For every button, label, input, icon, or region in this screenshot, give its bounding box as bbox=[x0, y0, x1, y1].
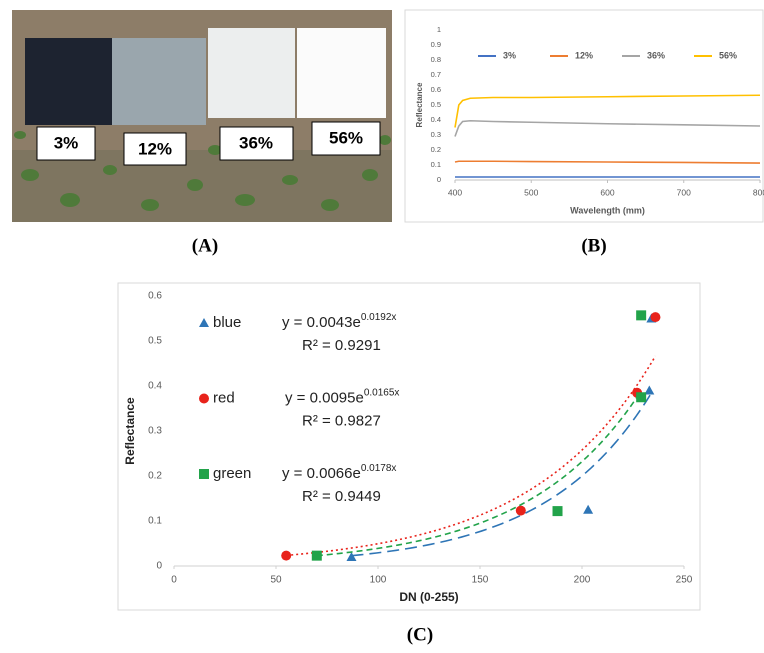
photo: 3% 12% 36% 56% bbox=[12, 10, 392, 222]
caption: (A) bbox=[192, 235, 218, 256]
series-line bbox=[455, 95, 760, 127]
y-tick-label: 0 bbox=[437, 175, 441, 184]
legend-label: 56% bbox=[719, 50, 737, 60]
y-tick-label: 0.7 bbox=[431, 70, 441, 79]
marker-circle bbox=[650, 312, 660, 322]
marker-triangle bbox=[199, 318, 209, 327]
legend-label: 3% bbox=[503, 50, 516, 60]
trendline bbox=[351, 393, 651, 556]
y-tick-label: 0.3 bbox=[148, 426, 162, 437]
series-line bbox=[455, 121, 760, 137]
y-tick-label: 0.2 bbox=[431, 145, 441, 154]
chart-c: 0 0.1 0.2 0.3 0.4 0.5 0.6 0 50 100 150 200 250 DN (0-… bbox=[123, 291, 693, 605]
y-tick-label: 0.5 bbox=[148, 336, 162, 347]
y-tick-label: 0.6 bbox=[431, 85, 441, 94]
legend-label: red bbox=[213, 389, 235, 406]
chart-b: 0 0.1 0.2 0.3 0.4 0.5 0.6 0.7 0.8 0.9 1 400 500 600 70… bbox=[415, 25, 764, 215]
marker-square bbox=[199, 469, 209, 479]
equation: y = 0.0043e0.0192x bbox=[282, 312, 396, 331]
y-tick-label: 0.3 bbox=[431, 130, 441, 139]
x-axis-label: DN (0-255) bbox=[399, 590, 458, 604]
legend-label: 36% bbox=[647, 50, 665, 60]
panel-label: 12% bbox=[138, 139, 172, 158]
panel-56 bbox=[297, 28, 386, 118]
y-tick-label: 0 bbox=[156, 561, 162, 572]
y-tick-label: 0.1 bbox=[431, 160, 441, 169]
y-tick-label: 0.1 bbox=[148, 516, 162, 527]
y-tick-label: 0.6 bbox=[148, 291, 162, 302]
r-squared: R² = 0.9827 bbox=[302, 412, 381, 429]
r-squared: R² = 0.9449 bbox=[302, 488, 381, 505]
y-axis-label: Reflectance bbox=[123, 397, 137, 465]
marker-circle bbox=[281, 551, 291, 561]
panel-label: 3% bbox=[54, 133, 79, 152]
equation: y = 0.0095e0.0165x bbox=[285, 387, 399, 406]
series-line bbox=[455, 161, 760, 163]
equation-base: y = 0.0066e bbox=[282, 465, 361, 482]
legend-label: green bbox=[213, 465, 251, 482]
x-tick-label: 150 bbox=[472, 575, 489, 586]
marker-triangle bbox=[346, 552, 356, 561]
y-tick-label: 0.2 bbox=[148, 471, 162, 482]
y-tick-label: 0.9 bbox=[431, 40, 441, 49]
x-tick-label: 50 bbox=[270, 575, 282, 586]
equation-exponent: 0.0178x bbox=[361, 463, 397, 474]
caption: (C) bbox=[407, 624, 433, 645]
equation-base: y = 0.0043e bbox=[282, 314, 361, 331]
equation-exponent: 0.0165x bbox=[364, 387, 400, 398]
x-tick-label: 800 bbox=[753, 187, 764, 197]
x-tick-label: 600 bbox=[600, 187, 614, 197]
panel-36 bbox=[208, 28, 295, 118]
y-tick-label: 0.4 bbox=[148, 381, 162, 392]
y-axis-label: Reflectance bbox=[415, 82, 424, 127]
x-tick-label: 400 bbox=[448, 187, 462, 197]
equation-base: y = 0.0095e bbox=[285, 389, 364, 406]
y-tick-label: 1 bbox=[437, 25, 441, 34]
panel-label: 36% bbox=[239, 133, 273, 152]
x-tick-label: 200 bbox=[574, 575, 591, 586]
marker-square bbox=[636, 310, 646, 320]
y-tick-label: 0.8 bbox=[431, 55, 441, 64]
y-tick-label: 0.5 bbox=[431, 100, 441, 109]
x-tick-label: 250 bbox=[676, 575, 693, 586]
equation: y = 0.0066e0.0178x bbox=[282, 463, 396, 482]
caption: (B) bbox=[581, 235, 606, 256]
x-tick-label: 500 bbox=[524, 187, 538, 197]
panel-12 bbox=[112, 38, 206, 125]
marker-circle bbox=[199, 394, 209, 404]
equation-exponent: 0.0192x bbox=[361, 312, 397, 323]
marker-square bbox=[553, 506, 563, 516]
y-tick-label: 0.4 bbox=[431, 115, 441, 124]
marker-circle bbox=[516, 506, 526, 516]
x-tick-label: 100 bbox=[370, 575, 387, 586]
marker-square bbox=[636, 392, 646, 402]
x-axis-label: Wavelength (mm) bbox=[570, 205, 645, 215]
marker-triangle bbox=[583, 505, 593, 514]
marker-square bbox=[312, 551, 322, 561]
figure: 3% 12% 36% 56% (A) (B) (C) 0 0.1 0.2 0.3 0.4… bbox=[0, 0, 764, 653]
x-tick-label: 0 bbox=[171, 575, 177, 586]
trendline bbox=[286, 356, 655, 555]
panel-label: 56% bbox=[329, 128, 363, 147]
x-tick-label: 700 bbox=[677, 187, 691, 197]
r-squared: R² = 0.9291 bbox=[302, 337, 381, 354]
panel-3 bbox=[25, 38, 112, 125]
legend-label: blue bbox=[213, 314, 241, 331]
legend-label: 12% bbox=[575, 50, 593, 60]
